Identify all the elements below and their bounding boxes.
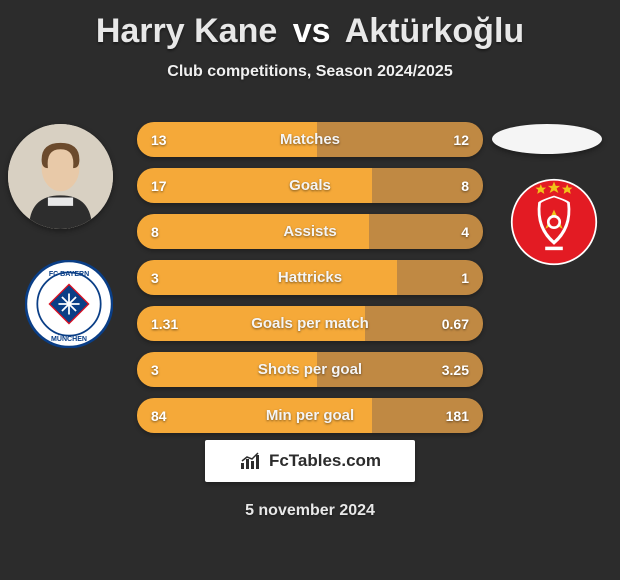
club2-badge bbox=[510, 178, 598, 266]
stat-row: 13Matches12 bbox=[137, 122, 483, 157]
stat-right-value: 4 bbox=[461, 224, 469, 240]
stat-label: Hattricks bbox=[137, 269, 483, 286]
stat-row: 17Goals8 bbox=[137, 168, 483, 203]
stat-label: Assists bbox=[137, 223, 483, 240]
brand-text: FcTables.com bbox=[269, 451, 381, 471]
stat-right-value: 12 bbox=[453, 132, 469, 148]
stat-right-value: 3.25 bbox=[442, 362, 469, 378]
player2-name: Aktürkoğlu bbox=[345, 12, 524, 50]
stat-row: 3Shots per goal3.25 bbox=[137, 352, 483, 387]
stat-row: 1.31Goals per match0.67 bbox=[137, 306, 483, 341]
stat-rows-container: 13Matches1217Goals88Assists43Hattricks11… bbox=[137, 122, 483, 444]
svg-text:FC BAYERN: FC BAYERN bbox=[49, 271, 89, 278]
stat-right-value: 8 bbox=[461, 178, 469, 194]
player2-photo bbox=[492, 124, 602, 154]
stat-label: Goals bbox=[137, 177, 483, 194]
stat-row: 3Hattricks1 bbox=[137, 260, 483, 295]
stat-label: Goals per match bbox=[137, 315, 483, 332]
player1-photo bbox=[8, 124, 113, 229]
player1-name: Harry Kane bbox=[96, 12, 277, 50]
vs-label: vs bbox=[293, 12, 331, 50]
subtitle: Club competitions, Season 2024/2025 bbox=[0, 63, 620, 81]
stat-label: Shots per goal bbox=[137, 361, 483, 378]
stat-right-value: 181 bbox=[446, 408, 469, 424]
footer-date: 5 november 2024 bbox=[0, 502, 620, 520]
stat-right-value: 1 bbox=[461, 270, 469, 286]
chart-icon bbox=[239, 451, 263, 471]
comparison-title: Harry Kane vs Aktürkoğlu bbox=[0, 0, 620, 51]
club1-badge: FC BAYERN MÜNCHEN bbox=[25, 260, 113, 348]
stat-row: 84Min per goal181 bbox=[137, 398, 483, 433]
svg-text:MÜNCHEN: MÜNCHEN bbox=[51, 334, 87, 343]
brand-footer: FcTables.com bbox=[205, 440, 415, 482]
stat-label: Min per goal bbox=[137, 407, 483, 424]
stat-row: 8Assists4 bbox=[137, 214, 483, 249]
stat-right-value: 0.67 bbox=[442, 316, 469, 332]
stat-label: Matches bbox=[137, 131, 483, 148]
